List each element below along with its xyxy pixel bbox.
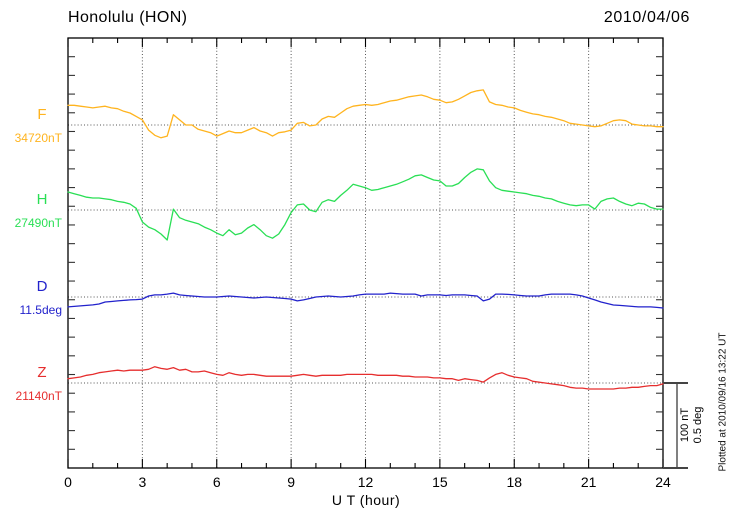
x-axis-title: U T (hour)	[331, 492, 401, 508]
series-baseline-z: 21140nT	[15, 389, 62, 403]
scale-bar-line2: 0.5 deg	[692, 406, 704, 444]
plotted-at-note: Plotted at 2010/09/16 13:22 UT	[717, 332, 729, 472]
amplitude-scale-bar	[663, 382, 688, 469]
series-baseline-f: 34720nT	[14, 131, 62, 145]
series-baseline-d: 11.5deg	[19, 303, 63, 317]
x-tick-label: 12	[357, 474, 374, 490]
x-axis-tick-labels: 0 3 6 9 12 15 18 21 24	[0, 474, 730, 492]
trace-d	[67, 292, 664, 309]
plot-date: 2010/04/06	[603, 9, 690, 26]
axis-ticks	[67, 38, 664, 468]
trace-z	[67, 366, 664, 390]
series-letter-d: D	[36, 278, 48, 295]
x-tick-label: 9	[287, 474, 296, 490]
scale-bar-line1: 100 nT	[678, 407, 691, 443]
series-letter-z: Z	[37, 364, 47, 381]
trace-h	[67, 168, 664, 241]
x-tick-label: 0	[64, 474, 72, 490]
x-tick-label: 21	[580, 474, 597, 490]
trace-f	[67, 89, 664, 139]
x-tick-label: 6	[212, 474, 221, 490]
x-tick-label: 24	[655, 474, 671, 490]
x-tick-label: 3	[138, 474, 147, 490]
x-tick-label: 15	[432, 474, 448, 490]
series-letter-h: H	[36, 191, 48, 208]
series-letter-f: F	[37, 106, 47, 123]
scale-bar-label: 100 nT 0.5 deg	[679, 407, 705, 444]
x-tick-label: 18	[506, 474, 523, 490]
station-title: Honolulu (HON)	[68, 9, 188, 26]
series-baseline-h: 27490nT	[14, 216, 62, 230]
grid-lines	[68, 38, 664, 468]
